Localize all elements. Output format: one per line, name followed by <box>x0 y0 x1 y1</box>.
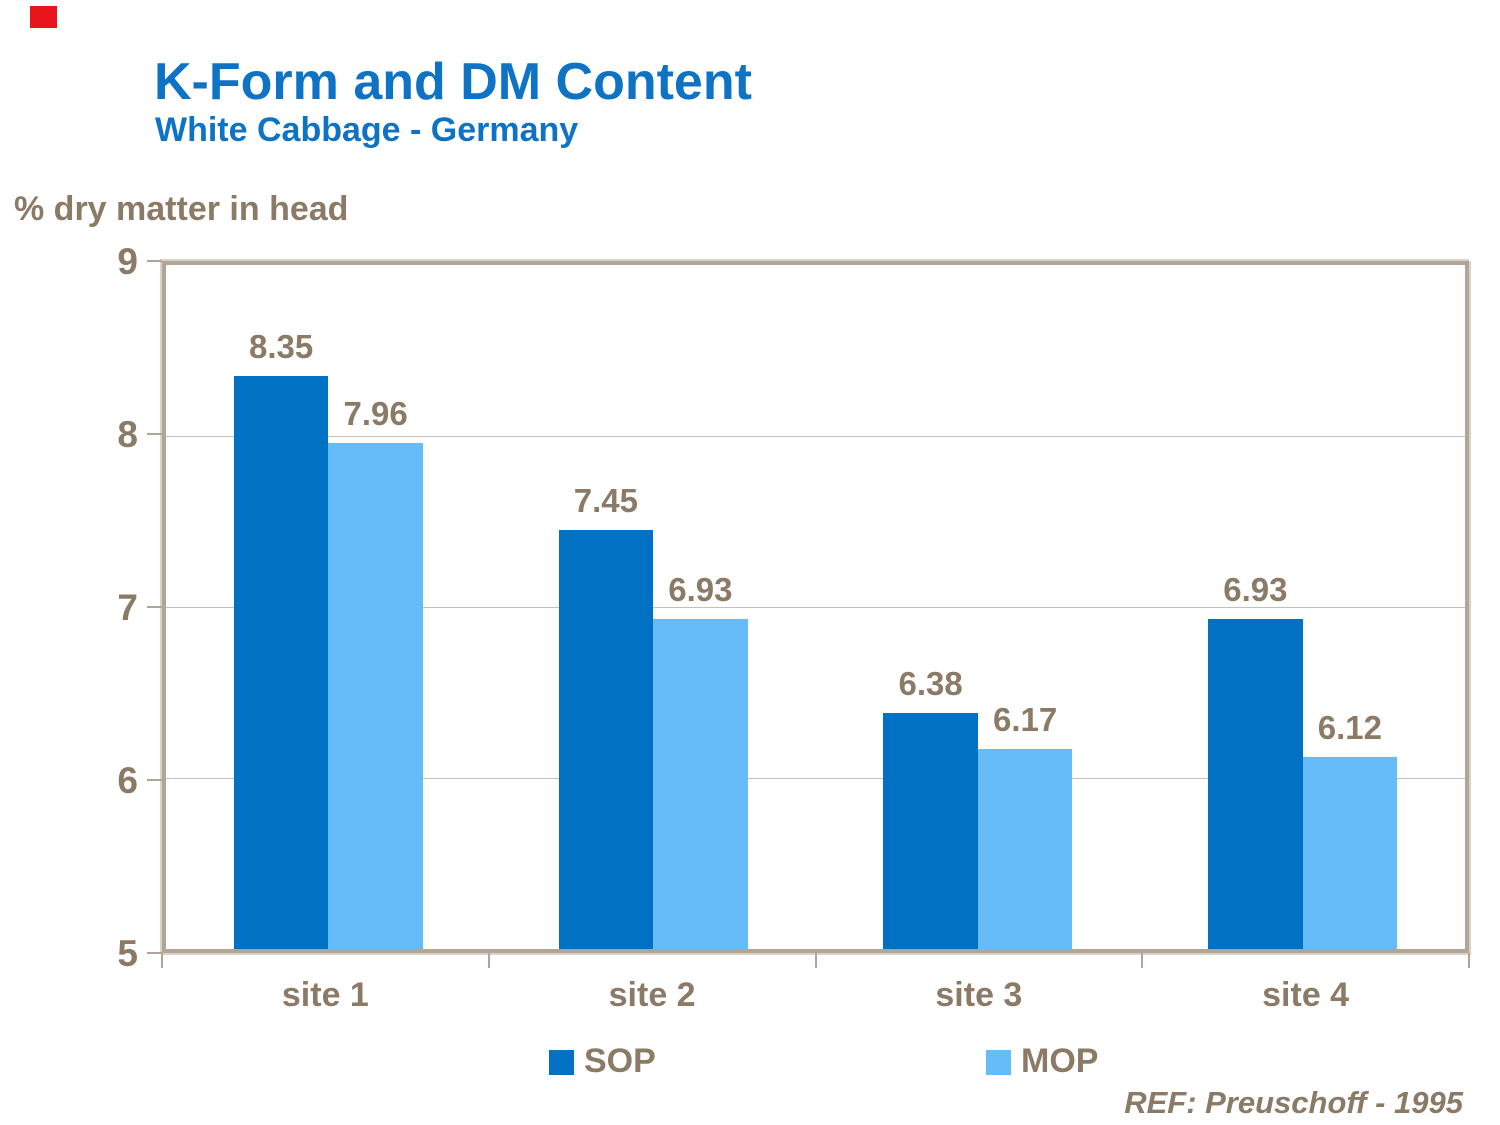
bar-mop-site-4 <box>1302 757 1398 949</box>
bar-mop-site-3 <box>977 748 1073 949</box>
y-tick-mark <box>147 779 162 781</box>
bar-sop-site-4 <box>1208 618 1303 949</box>
bar-sop-site-3 <box>883 713 978 949</box>
category-label-site-4: site 4 <box>1262 976 1350 1014</box>
y-tick-label-5: 5 <box>117 933 138 974</box>
y-tick-mark <box>147 260 162 262</box>
y-axis-title: % dry matter in head <box>14 190 349 228</box>
y-tick-label-9: 9 <box>117 241 138 282</box>
red-corner-marker <box>30 6 57 28</box>
value-label: 7.45 <box>573 482 639 520</box>
legend-label-mop: MOP <box>1021 1042 1099 1080</box>
value-label: 6.93 <box>668 570 733 608</box>
bar-mop-site-1 <box>328 442 423 949</box>
x-tick-mark <box>487 953 490 968</box>
gridline-6 <box>166 778 1465 779</box>
legend-item-sop: SOP <box>549 1042 656 1081</box>
value-label: 8.35 <box>249 328 314 366</box>
bar-mop-site-2 <box>653 618 748 949</box>
gridline-8 <box>166 436 1465 437</box>
x-tick-mark <box>1468 953 1470 968</box>
value-label: 6.17 <box>992 700 1058 738</box>
category-label-site-1: site 1 <box>281 976 369 1014</box>
category-label-site-3: site 3 <box>935 976 1023 1014</box>
sop-swatch-icon <box>549 1050 574 1075</box>
bar-sop-site-1 <box>233 376 329 949</box>
reference-note: REF: Preuschoff - 1995 <box>1124 1085 1463 1120</box>
y-tick-label-6: 6 <box>117 760 138 801</box>
y-tick-label-7: 7 <box>117 587 138 628</box>
category-label-site-2: site 2 <box>608 976 696 1014</box>
plot-area: 8.35 7.45 6.38 6.93 7.96 6.93 6.17 6.12 <box>162 261 1469 953</box>
x-tick-mark <box>161 953 163 968</box>
x-tick-mark <box>1141 953 1144 968</box>
value-label: 7.96 <box>343 394 408 432</box>
x-tick-mark <box>814 953 817 968</box>
value-label: 6.93 <box>1223 570 1288 608</box>
y-tick-mark <box>147 433 162 435</box>
y-tick-mark <box>147 952 162 954</box>
chart-title: K-Form and DM Content <box>154 53 752 111</box>
value-label: 6.38 <box>898 665 963 703</box>
y-tick-label-8: 8 <box>117 414 138 455</box>
legend-label-sop: SOP <box>584 1042 656 1080</box>
gridline-7 <box>166 607 1465 608</box>
value-label: 6.12 <box>1317 709 1382 747</box>
mop-swatch-icon <box>986 1050 1011 1075</box>
legend-item-mop: MOP <box>986 1042 1098 1081</box>
bar-sop-site-2 <box>558 530 654 949</box>
y-tick-mark <box>147 606 162 608</box>
chart-subtitle: White Cabbage - Germany <box>155 111 579 149</box>
